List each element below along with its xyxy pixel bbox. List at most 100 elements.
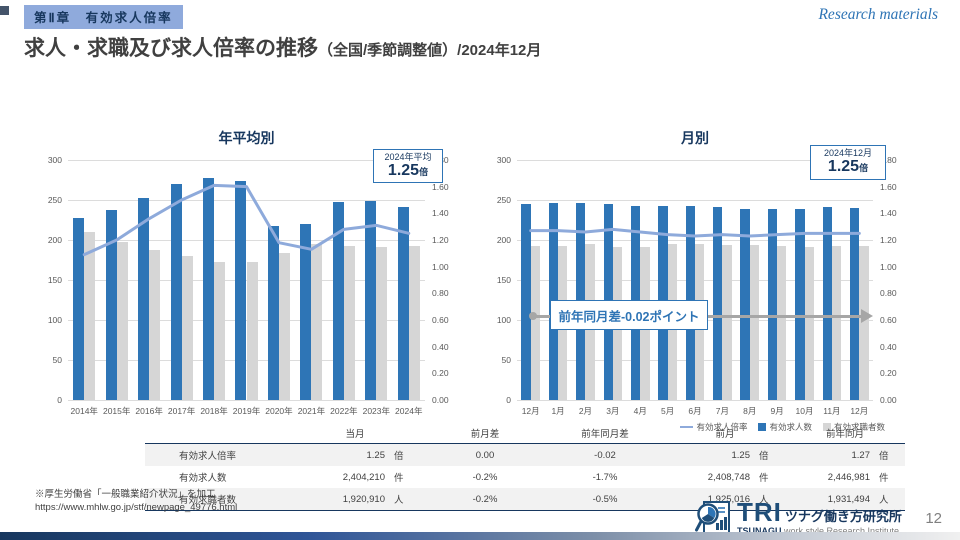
- bar-job-openings: [332, 202, 344, 400]
- gridline: [68, 160, 425, 161]
- table-cell: 2,408,748: [707, 471, 750, 483]
- x-axis-label: 2014年: [70, 406, 98, 416]
- bar-job-openings: [138, 197, 150, 400]
- summary-table-header: 当月 前月差 前年同月差 前月 前年同月: [145, 424, 905, 444]
- table-cell: 人: [870, 488, 905, 511]
- bar-job-seekers: [408, 246, 420, 400]
- y-axis-tick-right: 1.40: [432, 208, 449, 219]
- x-axis-label: 10月: [795, 406, 814, 416]
- tri-logo: TRI ツナグ働き方研究所 TSUNAGU work style Researc…: [694, 499, 902, 537]
- x-axis-label: 2020年: [265, 406, 293, 416]
- x-axis-label: 2月: [578, 406, 593, 416]
- table-header-cell: [145, 424, 285, 444]
- annual-callout: 2024年平均 1.25倍: [373, 149, 443, 183]
- y-axis-tick-right: 0.40: [432, 341, 449, 352]
- gridline: [517, 200, 873, 201]
- ratio-line: [82, 183, 411, 257]
- y-axis-tick-right: 1.60: [880, 181, 897, 192]
- table-cell: 1,931,494: [785, 488, 870, 511]
- x-axis-label: 12月: [850, 406, 869, 416]
- x-axis-label: 4月: [633, 406, 647, 416]
- x-axis-label: 1月: [551, 406, 565, 416]
- bar-job-seekers: [84, 232, 96, 400]
- corner-square-decoration: [0, 6, 9, 15]
- bar-job-seekers: [311, 244, 323, 400]
- y-axis-tick-right: 0.80: [432, 288, 449, 299]
- y-axis-tick-left: 50: [501, 355, 511, 365]
- table-row: 有効求職者数 1,920,910 人 -0.2% -0.5% 1,925,016 人 1,93…: [145, 488, 905, 511]
- x-axis-label: 3月: [606, 406, 620, 416]
- chapter-tag: 第Ⅱ章 有効求人倍率: [24, 5, 183, 29]
- bar-job-openings: [105, 209, 117, 400]
- bar-job-seekers: [749, 244, 760, 400]
- y-axis-tick-left: 250: [47, 195, 62, 205]
- table-cell: 1.27: [785, 443, 870, 466]
- bar-job-openings: [267, 226, 279, 400]
- gridline: [68, 200, 425, 201]
- monthly-callout-caption: 2024年12月: [823, 148, 873, 158]
- y-axis-tick-left: 300: [47, 155, 62, 165]
- bar-job-openings: [170, 184, 182, 400]
- table-cell: 件: [879, 473, 889, 484]
- y-axis-tick-left: 0: [57, 395, 62, 405]
- bottom-gradient-bar: [0, 532, 960, 540]
- gridline: [517, 240, 873, 241]
- table-cell: 倍: [870, 443, 905, 466]
- table-cell: 有効求人倍率: [145, 443, 285, 466]
- y-axis-tick-right: 1.00: [432, 261, 449, 272]
- x-axis-label: 2016年: [135, 406, 163, 416]
- annotation-arrow-head-icon: [861, 309, 873, 323]
- bar-job-seekers: [278, 252, 290, 400]
- y-axis-tick-right: 0.80: [880, 288, 897, 299]
- y-axis-tick-left: 0: [506, 395, 511, 405]
- annual-callout-value: 1.25倍: [387, 162, 429, 179]
- y-axis-tick-right: 0.20: [432, 368, 449, 379]
- table-row: 有効求人倍率 1.25 倍 0.00 -0.02 1.25 倍 1.27 倍: [145, 443, 905, 466]
- tri-logo-text: TRI ツナグ働き方研究所 TSUNAGU work style Researc…: [737, 497, 902, 536]
- table-cell: 2,404,210: [342, 471, 385, 483]
- y-axis-tick-right: 0.60: [432, 315, 449, 325]
- table-header-cell: 前年同月: [785, 424, 905, 444]
- table-cell: 0.00: [425, 443, 545, 466]
- bar-job-openings: [767, 208, 778, 400]
- gridline: [68, 240, 425, 241]
- source-note: ※厚生労働省「一般職業紹介状況」を加工: [35, 489, 216, 500]
- annual-callout-caption: 2024年平均: [384, 152, 432, 162]
- table-cell: -0.5%: [545, 488, 665, 511]
- table-row: 有効求人数 2,404,210 件 -0.2% -1.7% 2,408,748 件 2,446…: [145, 466, 905, 488]
- bar-job-seekers: [804, 247, 814, 400]
- source-footnote: ※厚生労働省「一般職業紹介状況」を加工 https://www.mhlw.go.…: [35, 489, 237, 515]
- table-cell: -0.2%: [472, 471, 498, 483]
- monthly-callout: 2024年12月 1.25倍: [810, 145, 886, 180]
- table-header-row: 当月 前月差 前年同月差 前月 前年同月: [145, 424, 905, 444]
- tri-wordmark: TRI: [737, 497, 782, 527]
- bar-job-seekers: [530, 245, 540, 400]
- annual-average-chart: 年平均別 2024年平均 1.25倍 0 50 100 150 200 250 300 0.0…: [30, 128, 478, 440]
- y-axis-tick-left: 50: [52, 355, 62, 365]
- y-axis-tick-left: 300: [496, 155, 511, 165]
- x-axis-label: 2022年: [330, 406, 358, 416]
- bar-job-seekers: [246, 262, 258, 400]
- y-axis-tick-left: 200: [496, 235, 511, 245]
- table-cell: 1.25: [665, 443, 750, 466]
- bar-job-openings: [849, 208, 860, 400]
- table-cell: 件: [394, 473, 404, 484]
- y-axis-tick-right: 1.20: [432, 235, 449, 245]
- x-axis-label: 2018年: [200, 406, 228, 416]
- logo-english-name: TSUNAGU work style Research Institute: [737, 526, 900, 536]
- bar-job-openings: [235, 180, 247, 400]
- x-axis-label: 7月: [715, 406, 729, 416]
- annual-chart-title: 年平均別: [218, 130, 275, 146]
- bar-job-openings: [397, 207, 409, 400]
- ratio-line: [529, 227, 861, 238]
- bar-job-openings: [300, 224, 312, 400]
- research-materials-label: Research materials: [818, 6, 938, 23]
- x-axis-label: 2017年: [167, 406, 196, 416]
- bar-job-seekers: [722, 244, 732, 400]
- table-cell: 倍: [750, 443, 785, 466]
- y-axis-tick-right: 0.60: [880, 315, 897, 325]
- page-title-main: 求人・求職及び求人倍率の推移: [24, 37, 318, 60]
- y-axis-tick-right: 0.00: [880, 395, 897, 405]
- bar-job-openings: [521, 204, 531, 400]
